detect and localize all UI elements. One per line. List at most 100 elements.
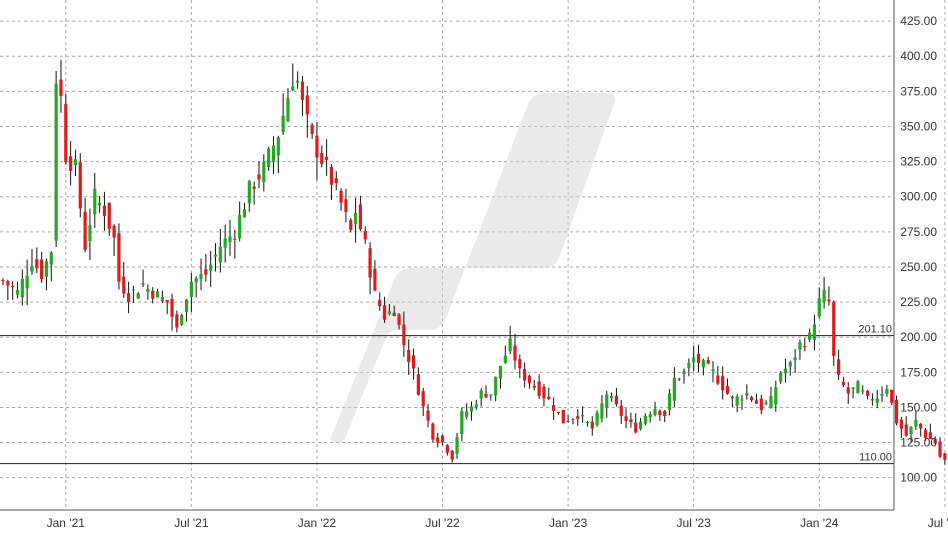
candle <box>339 188 343 211</box>
candle-body-up <box>672 377 676 401</box>
candle-body-up <box>93 188 97 215</box>
candle <box>310 122 314 139</box>
candle-body-up <box>774 387 778 405</box>
candle-body-up <box>20 278 24 298</box>
candle-body-up <box>228 236 232 243</box>
candle-body-up <box>271 145 276 163</box>
candle-body-up <box>692 357 696 363</box>
candle-body-up <box>194 278 198 283</box>
candle-body-up <box>914 419 918 427</box>
candle-body-down <box>919 423 923 429</box>
candle <box>35 247 39 274</box>
candle-body-down <box>175 314 179 328</box>
candle-body-down <box>64 104 68 163</box>
y-tick-label: 425.00 <box>900 14 937 28</box>
candle <box>460 407 464 442</box>
candle-body-down <box>532 385 536 388</box>
candle <box>909 426 913 443</box>
candle <box>6 279 10 301</box>
candle <box>469 401 474 421</box>
candle <box>1 278 5 286</box>
candle-body-up <box>740 399 744 401</box>
candle <box>155 288 160 298</box>
candle-body-up <box>585 422 590 424</box>
candle-body-up <box>30 266 34 272</box>
candle <box>750 395 754 403</box>
candle-body-up <box>286 98 290 122</box>
candle <box>315 122 319 180</box>
candle-body-down <box>658 410 662 415</box>
candle <box>600 395 604 423</box>
candle <box>658 409 662 422</box>
candle <box>914 410 918 430</box>
candle <box>15 281 20 299</box>
candle <box>107 202 111 236</box>
candle <box>262 154 266 192</box>
candle <box>634 413 638 434</box>
candle-body-down <box>484 393 488 398</box>
candle-body-up <box>701 359 705 368</box>
candle <box>576 409 580 426</box>
candle <box>218 228 222 273</box>
candle <box>194 276 198 298</box>
x-tick-label: Jan '21 <box>47 516 86 530</box>
candle <box>436 433 440 448</box>
candle <box>281 93 285 135</box>
candle-body-up <box>735 396 739 406</box>
candle-body-up <box>276 137 280 156</box>
candle <box>885 384 889 397</box>
candle-body-down <box>803 346 807 348</box>
candle-body-up <box>595 412 599 425</box>
candle <box>590 416 594 436</box>
candle-body-up <box>638 421 643 430</box>
candle <box>890 389 894 406</box>
candle <box>450 450 454 463</box>
candle <box>392 305 396 317</box>
y-tick-label: 200.00 <box>900 330 937 344</box>
x-tick-label: Jul '24 <box>928 516 948 530</box>
candle <box>870 393 874 406</box>
candles <box>1 60 947 465</box>
candle <box>672 367 676 407</box>
candle <box>353 197 358 243</box>
candle-body-up <box>15 289 20 295</box>
candle <box>397 313 401 330</box>
candle-body-down <box>523 369 527 381</box>
candle <box>69 140 73 186</box>
candle-body-up <box>479 390 483 399</box>
candle <box>523 362 527 388</box>
candle-body-up <box>653 408 657 415</box>
candle <box>112 224 116 256</box>
x-tick-label: Jan '24 <box>800 516 839 530</box>
y-tick-label: 250.00 <box>900 260 937 274</box>
candle <box>498 365 503 389</box>
candle-body-down <box>542 386 546 399</box>
candle <box>735 394 739 413</box>
x-tick-label: Jul '23 <box>677 516 712 530</box>
candle-body-down <box>117 233 121 282</box>
candle <box>783 358 788 383</box>
candle-body-up <box>160 297 164 302</box>
candle-body-down <box>344 199 348 212</box>
candle-body-down <box>392 312 396 317</box>
y-tick-label: 350.00 <box>900 119 937 133</box>
candle <box>213 243 218 272</box>
candle <box>199 258 203 291</box>
candle <box>682 368 686 384</box>
candle-body-down <box>634 422 638 433</box>
candle <box>609 392 614 402</box>
candle <box>102 191 107 231</box>
candle <box>779 371 783 384</box>
candle-body-down <box>904 424 908 436</box>
candle-body-down <box>624 416 628 421</box>
candle-body-up <box>503 355 507 363</box>
candle-body-down <box>170 298 174 317</box>
candle-body-down <box>305 95 309 115</box>
candle <box>305 86 309 138</box>
candle <box>20 269 24 306</box>
candle <box>933 436 937 445</box>
candle <box>788 360 792 376</box>
candle-body-down <box>402 324 406 346</box>
candle <box>851 387 855 399</box>
candle <box>238 201 242 242</box>
